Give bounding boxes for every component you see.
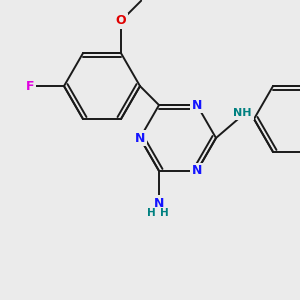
- Text: NH: NH: [233, 108, 252, 118]
- Text: H: H: [147, 208, 155, 218]
- Text: N: N: [135, 131, 145, 145]
- Text: O: O: [116, 14, 126, 27]
- Text: N: N: [192, 164, 202, 177]
- Text: H: H: [160, 208, 168, 218]
- Text: F: F: [26, 80, 34, 93]
- Text: N: N: [192, 99, 202, 112]
- Text: N: N: [154, 197, 164, 210]
